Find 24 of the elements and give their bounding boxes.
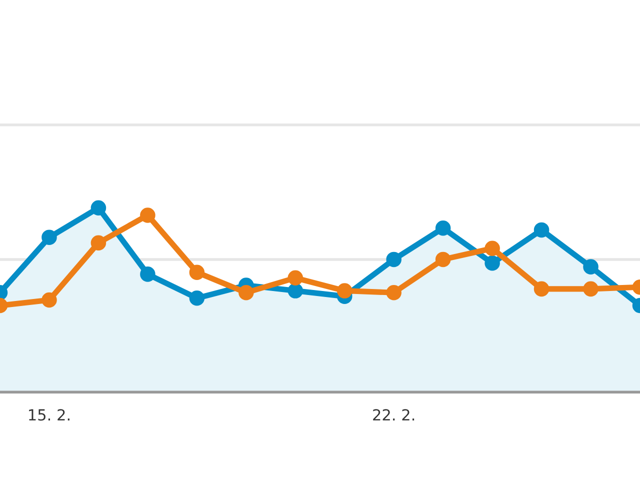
- point: [435, 252, 451, 268]
- point: [484, 240, 500, 256]
- point: [534, 281, 550, 297]
- point: [90, 200, 106, 216]
- point: [238, 284, 254, 300]
- point: [189, 290, 205, 306]
- point: [189, 264, 205, 280]
- point: [140, 208, 156, 223]
- point: [336, 283, 352, 298]
- x-tick-label: 22. 2.: [373, 409, 414, 420]
- point: [42, 292, 57, 308]
- point: [386, 284, 402, 300]
- x-tick-label: 15. 2.: [29, 409, 70, 421]
- point: [534, 222, 550, 238]
- point: [42, 230, 57, 245]
- point: [435, 220, 451, 236]
- point: [90, 235, 106, 251]
- point: [583, 259, 598, 274]
- point: [140, 266, 156, 282]
- point: [484, 256, 500, 271]
- point: [288, 270, 304, 286]
- point: [583, 281, 598, 297]
- point: [386, 252, 402, 268]
- point: [288, 283, 304, 298]
